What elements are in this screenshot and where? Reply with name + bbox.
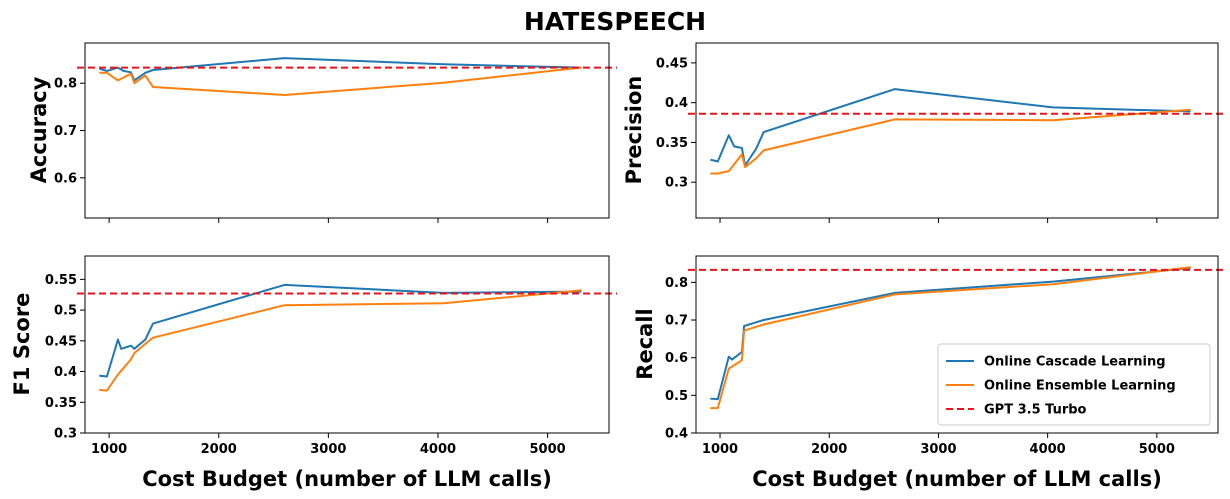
series-line-ensemble xyxy=(99,289,582,392)
chart-title: HATESPEECH xyxy=(524,7,706,36)
x-tick-label: 4000 xyxy=(420,442,456,457)
series-line-ensemble xyxy=(99,66,582,96)
x-tick-label: 3000 xyxy=(920,442,956,457)
axes-frame xyxy=(84,255,610,434)
series-line-cascade xyxy=(710,267,1191,401)
x-tick-label: 3000 xyxy=(310,442,346,457)
y-axis-label: F1 Score xyxy=(10,293,34,396)
y-tick-label: 0.7 xyxy=(665,314,688,329)
x-axis-label: Cost Budget (number of LLM calls) xyxy=(142,467,552,491)
axes-frame xyxy=(695,42,1219,219)
x-axis-label: Cost Budget (number of LLM calls) xyxy=(752,467,1162,491)
subplot-f1: 0.3 0.35 0.4 0.45 0.5 0.55 1000 2000 3000 4000 500… xyxy=(10,255,617,457)
y-tick-label: 0.3 xyxy=(54,427,77,442)
series-line-ensemble xyxy=(710,108,1191,175)
y-tick-label: 0.4 xyxy=(665,96,688,111)
x-tick-label: 5000 xyxy=(530,442,566,457)
y-tick-label: 0.55 xyxy=(45,273,77,288)
x-tick-label: 5000 xyxy=(1139,442,1175,457)
y-tick-label: 0.35 xyxy=(45,396,77,411)
series-line-cascade xyxy=(710,88,1191,167)
subplot-precision: 0.3 0.35 0.4 0.45 Precision xyxy=(622,42,1226,223)
series-line-cascade xyxy=(99,283,582,378)
x-tick-label: 2000 xyxy=(811,442,847,457)
y-tick-label: 0.6 xyxy=(665,351,688,366)
legend-entry: Online Ensemble Learning xyxy=(984,379,1176,394)
legend-entry: Online Cascade Learning xyxy=(984,355,1166,370)
y-tick-label: 0.35 xyxy=(656,136,688,151)
y-tick-label: 0.7 xyxy=(54,124,77,139)
series-line-ensemble xyxy=(710,266,1191,410)
legend: Online Cascade Learning Online Ensemble L… xyxy=(937,343,1211,426)
y-tick-label: 0.45 xyxy=(656,56,688,71)
y-tick-label: 0.8 xyxy=(665,276,688,291)
x-tick-label: 1000 xyxy=(702,442,738,457)
y-axis-label: Precision xyxy=(622,76,646,185)
x-tick-label: 1000 xyxy=(91,442,127,457)
x-tick-label: 4000 xyxy=(1030,442,1066,457)
x-tick-label: 2000 xyxy=(201,442,237,457)
y-tick-label: 0.5 xyxy=(665,389,688,404)
axes-frame xyxy=(84,42,610,219)
y-tick-label: 0.4 xyxy=(54,365,77,380)
axes-frame xyxy=(695,255,1219,434)
y-tick-label: 0.4 xyxy=(665,427,688,442)
y-axis-label: Accuracy xyxy=(27,76,51,183)
y-tick-label: 0.3 xyxy=(665,176,688,191)
legend-frame xyxy=(937,343,1211,426)
legend-entry: GPT 3.5 Turbo xyxy=(984,403,1087,418)
y-axis-label: Recall xyxy=(633,308,657,379)
y-tick-label: 0.5 xyxy=(54,304,77,319)
y-tick-label: 0.6 xyxy=(54,171,77,186)
series-line-cascade xyxy=(99,57,582,82)
y-tick-label: 0.45 xyxy=(45,334,77,349)
subplot-recall: 0.4 0.5 0.6 0.7 0.8 1000 2000 3000 4000 5000 Recal… xyxy=(633,255,1226,457)
y-tick-label: 0.8 xyxy=(54,77,77,92)
